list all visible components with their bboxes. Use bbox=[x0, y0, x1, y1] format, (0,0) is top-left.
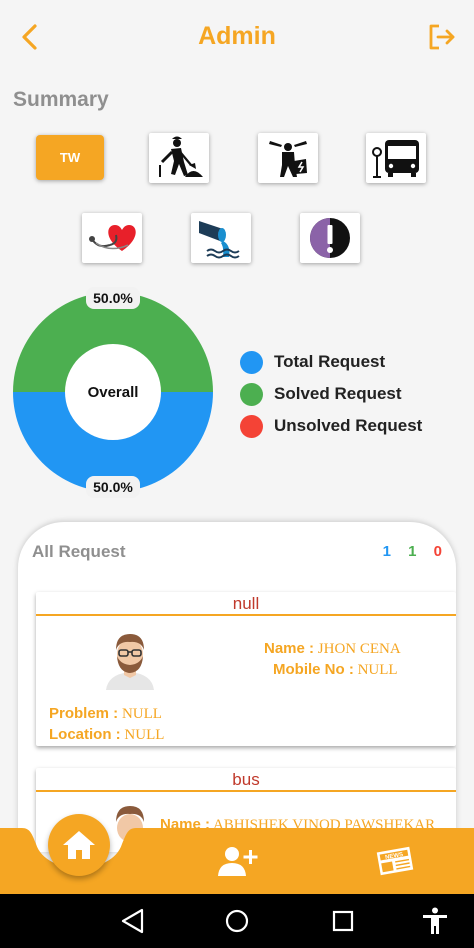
mobile-label: Mobile No : bbox=[273, 661, 354, 678]
home-icon bbox=[63, 831, 95, 859]
count-unsolved: 0 bbox=[433, 543, 442, 560]
category-water-button[interactable] bbox=[191, 213, 251, 263]
accessibility-icon[interactable] bbox=[420, 906, 450, 936]
problem-value: NULL bbox=[121, 706, 162, 722]
svg-text:NEWS: NEWS bbox=[385, 852, 404, 861]
home-button[interactable] bbox=[48, 814, 110, 876]
legend-label-solved: Solved Request bbox=[274, 384, 402, 403]
bottom-nav-bar bbox=[0, 828, 474, 894]
count-solved: 1 bbox=[408, 543, 417, 560]
water-drain-icon bbox=[199, 221, 240, 259]
health-heart-icon bbox=[89, 225, 136, 251]
category-electrician-button[interactable] bbox=[258, 133, 318, 183]
chart-legend: Total Request Solved Request Unsolved Re… bbox=[240, 346, 422, 442]
problem-label: Problem : bbox=[49, 705, 119, 722]
requester-mobile-row: Mobile No : NULL bbox=[273, 661, 398, 679]
requester-mobile: NULL bbox=[357, 662, 398, 678]
info-exclamation-icon bbox=[310, 218, 350, 258]
category-bus-button[interactable] bbox=[366, 133, 426, 183]
category-info-button[interactable] bbox=[300, 213, 360, 263]
electrician-icon bbox=[269, 141, 307, 177]
legend-label-unsolved: Unsolved Request bbox=[274, 416, 423, 435]
category-health-button[interactable] bbox=[82, 213, 142, 263]
all-request-heading: All Request bbox=[32, 542, 126, 561]
page-title: Admin bbox=[198, 22, 276, 50]
avatar bbox=[106, 634, 154, 690]
slice-percent-label-total: 50.0% bbox=[93, 479, 133, 495]
category-road-work-button[interactable] bbox=[149, 133, 209, 183]
legend-dot-unsolved bbox=[240, 414, 263, 438]
legend-dot-solved bbox=[240, 382, 263, 406]
add-user-icon[interactable] bbox=[216, 844, 258, 878]
legend-label-total: Total Request bbox=[274, 352, 386, 371]
request-category: null bbox=[36, 592, 456, 616]
location-value: NULL bbox=[124, 727, 165, 743]
overall-donut-chart: Overall 50.0% 50.0% bbox=[0, 282, 230, 502]
app-bar: Admin bbox=[0, 0, 474, 76]
donut-slice-total bbox=[13, 392, 213, 492]
location-row: Location : NULL bbox=[49, 726, 164, 744]
category-tw-label: TW bbox=[59, 150, 81, 165]
road-worker-icon bbox=[159, 136, 203, 177]
legend-dot-total bbox=[240, 350, 263, 374]
legend-item-solved: Solved Request bbox=[240, 378, 422, 410]
slice-percent-label-solved: 50.0% bbox=[93, 290, 133, 306]
request-counts: 1 1 0 bbox=[370, 543, 442, 560]
top-percent-badge bbox=[86, 287, 140, 309]
all-request-panel[interactable]: All Request 1 1 0 null Name : JHON CENA … bbox=[18, 522, 456, 852]
name-label: Name : bbox=[264, 640, 315, 657]
problem-row: Problem : NULL bbox=[49, 705, 162, 723]
system-home-icon[interactable] bbox=[222, 906, 252, 936]
news-icon[interactable]: NEWS bbox=[374, 843, 416, 879]
system-back-icon[interactable] bbox=[118, 906, 148, 936]
donut-center-label: Overall bbox=[88, 384, 139, 401]
location-label: Location : bbox=[49, 726, 121, 743]
request-card[interactable]: null Name : JHON CENA Mobile No : NULL P… bbox=[36, 592, 456, 746]
back-chevron-icon[interactable] bbox=[14, 20, 48, 54]
requester-name: JHON CENA bbox=[317, 641, 401, 657]
bus-stop-icon bbox=[372, 140, 419, 178]
category-tw-button[interactable]: TW bbox=[36, 135, 104, 180]
system-recents-icon[interactable] bbox=[328, 906, 358, 936]
donut-slice-solved bbox=[13, 292, 213, 392]
system-nav-bar bbox=[0, 894, 474, 948]
bottom-percent-badge bbox=[86, 476, 140, 498]
summary-heading: Summary bbox=[13, 88, 109, 111]
legend-item-total: Total Request bbox=[240, 346, 422, 378]
request-category: bus bbox=[36, 768, 456, 792]
logout-icon[interactable] bbox=[424, 20, 458, 54]
requester-name-row: Name : JHON CENA bbox=[264, 640, 401, 658]
donut-hole bbox=[65, 344, 161, 440]
donut-svg: Overall 50.0% 50.0% bbox=[13, 287, 213, 498]
legend-item-unsolved: Unsolved Request bbox=[240, 410, 422, 442]
count-total: 1 bbox=[382, 543, 391, 560]
